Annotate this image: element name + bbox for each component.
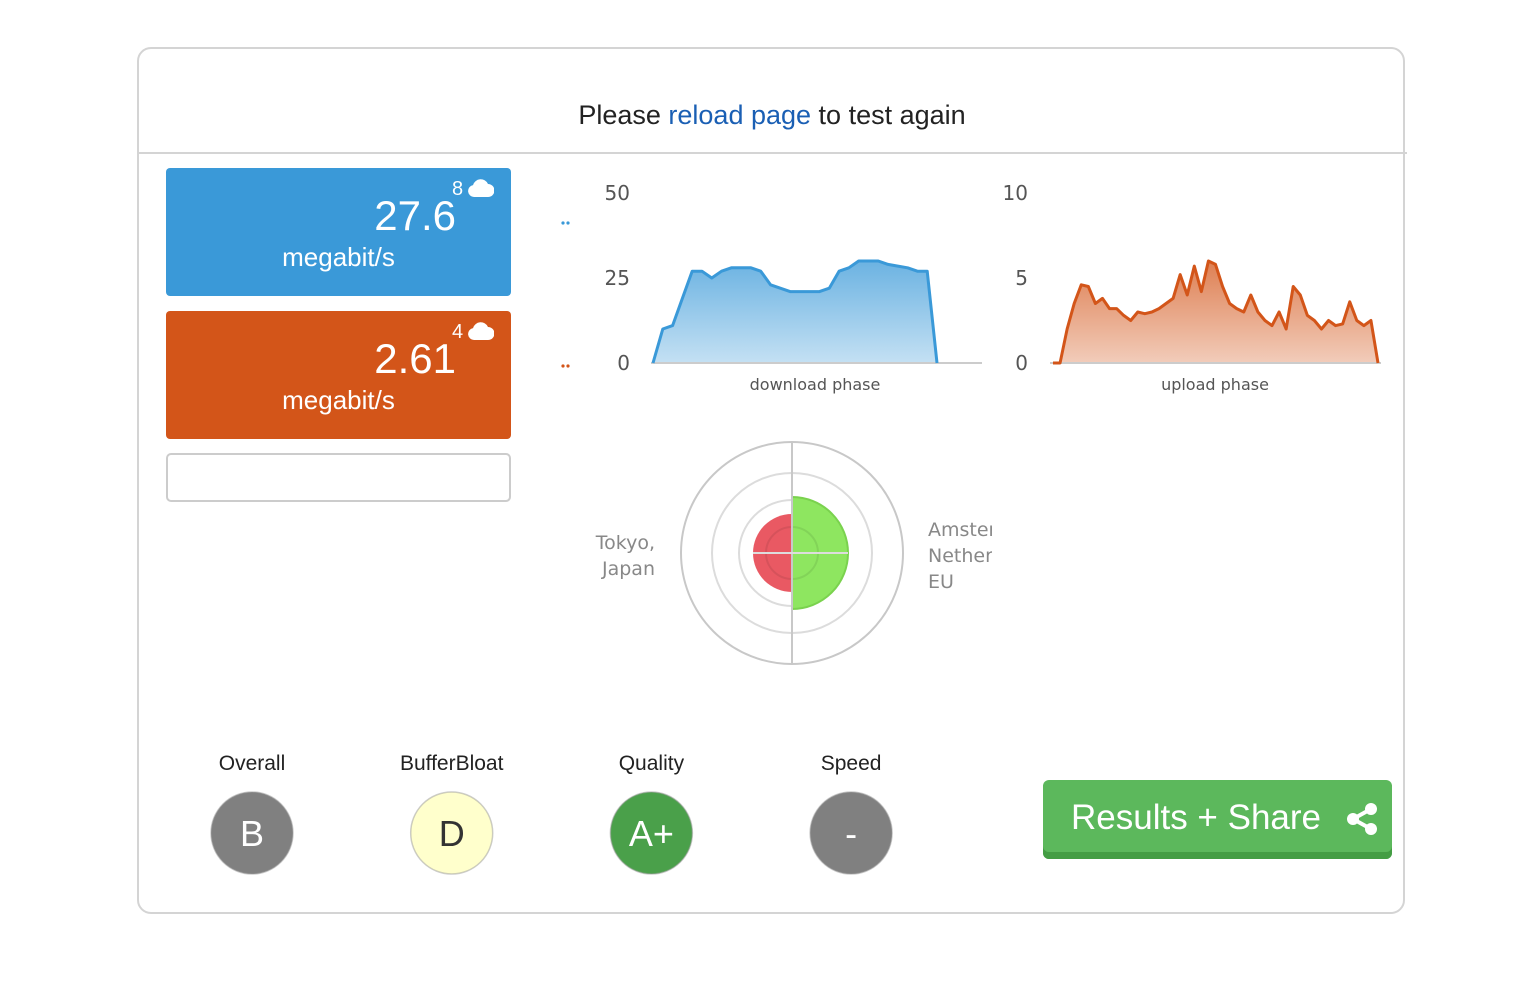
- server-label: EU: [928, 571, 954, 593]
- cloud-icon: [468, 322, 494, 340]
- grade-title: Overall: [219, 752, 286, 775]
- share-icon: [1347, 803, 1377, 835]
- server-label: Tokyo,: [595, 532, 655, 554]
- grade-badge: [809, 791, 893, 875]
- y-tick-label: 50: [605, 181, 630, 205]
- grade-badge: [609, 791, 694, 875]
- radar: [680, 441, 904, 665]
- server-label-group: Amster Nether EU: [928, 519, 997, 593]
- download-streams: 8: [452, 178, 464, 200]
- server-label: Nether: [928, 545, 993, 567]
- area-fill: [653, 261, 937, 363]
- card: [137, 47, 1405, 914]
- grade-letter: -: [845, 813, 857, 854]
- y-tick-label: 0: [1015, 351, 1028, 375]
- download-unit: megabit/s: [282, 242, 395, 272]
- reload-link[interactable]: reload page: [668, 100, 812, 130]
- upload-icon: [532, 334, 572, 371]
- empty-box: [166, 453, 511, 502]
- download-box: 27.6 megabit/s 8: [166, 168, 572, 296]
- y-tick-label: 25: [605, 266, 630, 290]
- upload-value: 2.61: [374, 335, 456, 382]
- grade-title: BufferBloat: [400, 752, 504, 775]
- area-fill: [1053, 261, 1378, 363]
- download-value: 27.6: [374, 192, 456, 239]
- header: Please reload page to test again: [137, 100, 1407, 131]
- server-label: Amster: [928, 519, 997, 541]
- x-axis-label: upload phase: [1161, 375, 1269, 394]
- grade-letter: B: [240, 813, 264, 854]
- upload-box: 2.61 megabit/s 4: [166, 311, 572, 439]
- grade-badge: [210, 791, 294, 875]
- grade-title: Quality: [619, 752, 685, 775]
- download-icon: [532, 192, 572, 228]
- grade-badge: [409, 791, 494, 875]
- y-tick-label: 5: [1015, 266, 1028, 290]
- grade-letter: D: [439, 813, 465, 854]
- x-axis-label: download phase: [750, 375, 881, 394]
- cloud-icon: [468, 179, 494, 197]
- grade-letter: A+: [629, 813, 674, 854]
- header-text: to test again: [818, 100, 966, 130]
- upload-unit: megabit/s: [282, 385, 395, 415]
- y-tick-label: 0: [617, 351, 630, 375]
- grade-title: Speed: [821, 752, 882, 775]
- results-share-button[interactable]: Results + Share: [1043, 780, 1392, 859]
- button-label: Results + Share: [1071, 798, 1321, 837]
- area-line: [1053, 259, 1380, 365]
- y-tick-label: 10: [1003, 181, 1028, 205]
- upload-streams: 4: [452, 321, 464, 343]
- divider: [137, 152, 1407, 154]
- server-label: Japan: [601, 558, 655, 580]
- area-line: [651, 259, 939, 364]
- header-text: Please: [578, 100, 661, 130]
